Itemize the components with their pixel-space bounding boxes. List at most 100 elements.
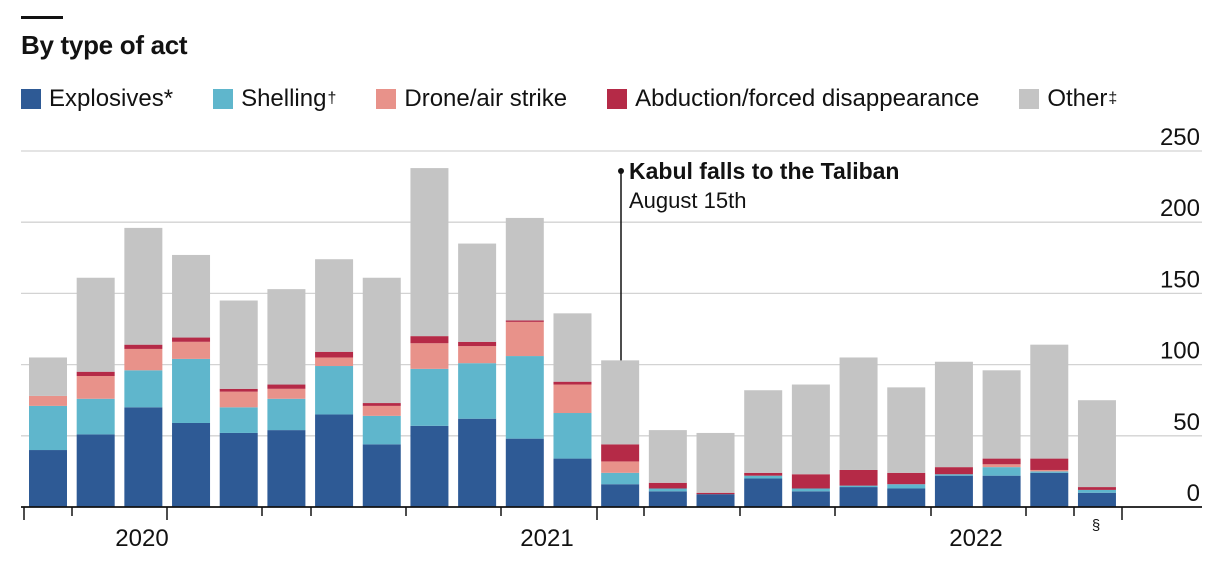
bar-stack-21 [982,370,1021,507]
bar-segment-other-23 [1077,400,1116,488]
bar-segment-explosives-21 [982,475,1021,507]
legend-item-drone-air-strike: Drone/air strike [376,85,567,113]
bar-segment-other-16 [744,390,783,473]
bar-segment-explosives-17 [791,491,830,507]
bar-segment-explosives-19 [887,488,926,507]
x-year-label-2022: 2022 [949,525,1002,552]
bar-segment-abduction-forced-disappearance-4 [172,337,211,342]
x-axis: 2020 2021 2022 § [21,506,1202,552]
legend-label-other: Other [1047,85,1108,112]
annotation-title: Kabul falls to the Taliban [629,158,900,184]
bar-segment-shelling-14 [648,488,687,492]
bar-segment-abduction-forced-disappearance-18 [839,469,878,486]
y-axis-tick-labels: 0 50 100 150 200 250 [1160,124,1200,507]
legend-swatch-shelling [213,89,234,109]
bar-stack-16 [744,390,783,507]
bar-segment-explosives-12 [553,458,592,507]
bar-stack-1 [29,357,67,507]
bar-segment-shelling-20 [934,474,973,476]
bar-segment-shelling-11 [505,356,544,439]
bar-segment-abduction-forced-disappearance-3 [124,344,163,349]
bar-stack-14 [648,430,687,507]
bar-segment-abduction-forced-disappearance-15 [696,492,735,495]
bar-stack-20 [934,361,973,507]
annotation-dot [618,168,624,174]
x-year-label-2020: 2020 [115,525,168,552]
bar-segment-drone-air-strike-7 [315,357,354,367]
bar-segment-abduction-forced-disappearance-2 [76,371,115,376]
bar-stack-2 [76,277,115,507]
bar-segment-explosives-10 [458,418,497,507]
bar-segment-shelling-6 [267,398,306,431]
bar-segment-abduction-forced-disappearance-8 [362,403,401,406]
annotation-subtitle: August 15th [629,188,746,213]
bar-stack-10 [458,243,497,507]
x-footnote-marker: § [1092,517,1100,534]
bar-segment-shelling-7 [315,366,354,415]
bar-segment-shelling-9 [410,368,449,426]
legend-label-drone-air-strike: Drone/air strike [404,85,568,112]
bars [29,168,1116,507]
bar-stack-11 [505,217,544,507]
bar-segment-abduction-forced-disappearance-22 [1030,458,1069,470]
legend-swatch-other [1019,89,1040,109]
bar-segment-other-10 [458,243,497,342]
legend-label-shelling: Shelling [241,85,327,112]
bar-stack-12 [553,313,592,507]
annotation: Kabul falls to the Taliban August 15th [618,158,900,361]
y-tick-label-150: 150 [1160,266,1200,293]
x-year-label-2021: 2021 [520,525,573,552]
bar-segment-explosives-23 [1077,492,1116,507]
bar-segment-other-1 [29,357,67,396]
bar-segment-explosives-4 [172,422,211,507]
legend-item-abduction: Abduction/forced disappearance [607,85,979,113]
legend-label-abduction: Abduction/forced disappearance [635,85,980,112]
bar-segment-drone-air-strike-5 [219,391,258,408]
legend-label-explosives: Explosives [49,85,164,112]
bar-segment-other-9 [410,168,449,337]
bar-segment-other-19 [887,387,926,473]
bar-segment-explosives-7 [315,414,354,507]
bar-segment-abduction-forced-disappearance-23 [1077,487,1116,490]
bar-segment-drone-air-strike-9 [410,343,449,369]
bar-segment-drone-air-strike-3 [124,348,163,371]
legend-swatch-abduction [607,89,628,109]
bar-segment-abduction-forced-disappearance-19 [887,472,926,485]
bar-segment-drone-air-strike-13 [601,461,640,473]
bar-segment-shelling-18 [839,485,878,488]
bar-stack-22 [1030,344,1069,507]
bar-stack-18 [839,357,878,507]
bar-segment-other-8 [362,277,401,404]
bar-segment-shelling-8 [362,415,401,445]
bar-stack-8 [362,277,401,507]
bar-segment-explosives-15 [696,494,735,507]
bar-stack-4 [172,254,211,507]
bar-segment-shelling-12 [553,413,592,459]
bar-segment-shelling-17 [791,488,830,492]
bar-segment-abduction-forced-disappearance-5 [219,388,258,392]
bar-segment-explosives-20 [934,475,973,507]
legend-swatch-drone-air-strike [376,89,397,109]
bar-segment-drone-air-strike-6 [267,388,306,399]
bar-segment-shelling-1 [29,405,67,451]
bar-segment-shelling-22 [1030,471,1069,473]
bar-segment-shelling-16 [744,475,783,479]
bar-segment-abduction-forced-disappearance-7 [315,351,354,358]
bar-segment-shelling-4 [172,358,211,423]
bar-segment-drone-air-strike-21 [982,464,1021,468]
bar-segment-abduction-forced-disappearance-13 [601,444,640,462]
legend-item-shelling: Shelling † [213,85,336,113]
legend: Explosives * Shelling † Drone/air strike A… [21,84,1117,114]
bar-segment-shelling-3 [124,370,163,408]
bar-segment-drone-air-strike-4 [172,341,211,359]
bar-segment-drone-air-strike-2 [76,375,115,399]
bar-segment-shelling-23 [1077,489,1116,493]
bar-stack-7 [315,259,354,507]
legend-marker-shelling: † [327,90,337,107]
bar-segment-other-20 [934,361,973,468]
bar-stack-13 [601,360,640,507]
bar-segment-shelling-5 [219,407,258,433]
bar-segment-abduction-forced-disappearance-17 [791,474,830,489]
bar-segment-drone-air-strike-22 [1030,469,1069,472]
